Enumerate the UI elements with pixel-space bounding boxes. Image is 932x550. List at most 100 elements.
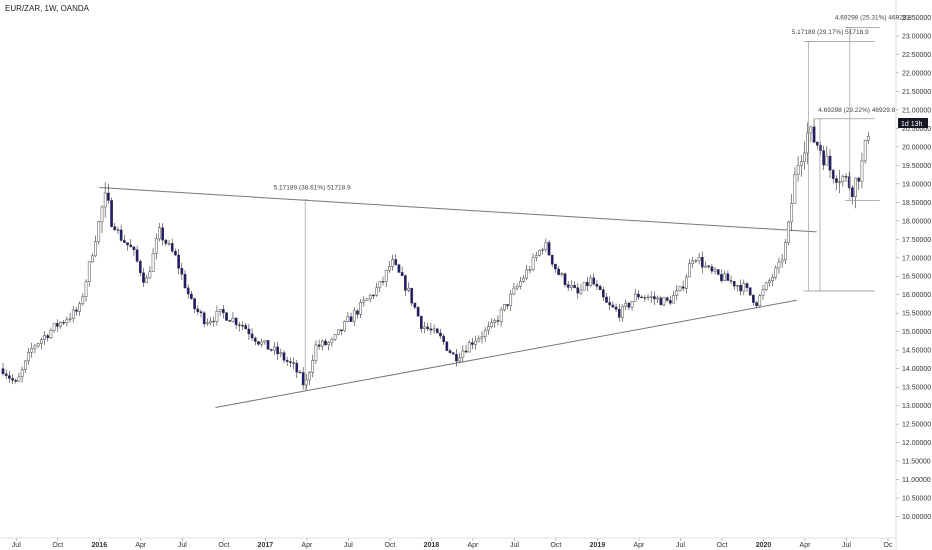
- candle-body: [346, 316, 350, 322]
- candle-body: [704, 265, 707, 268]
- candle-body: [557, 268, 560, 275]
- candle-body: [697, 257, 701, 261]
- candle-body: [531, 256, 535, 270]
- candle-body: [831, 170, 835, 179]
- candle-body: [442, 335, 445, 343]
- candle-body: [404, 275, 407, 291]
- candle-body: [576, 287, 580, 294]
- candle-body: [595, 283, 599, 287]
- candle-body: [391, 259, 394, 267]
- candle-body: [563, 273, 567, 285]
- candle-body: [231, 317, 235, 322]
- x-tick-label: Apr: [135, 542, 147, 549]
- candle-body: [633, 293, 637, 302]
- candle-body: [464, 350, 468, 353]
- candle-body: [388, 266, 391, 271]
- y-tick-label: 17.50000: [902, 237, 931, 244]
- measure-annotations: 5.17189 (38.61%) 51718.9 5.17189 (29.17%)…: [274, 14, 912, 391]
- x-tick-label: Oct: [384, 542, 395, 549]
- candle-body: [260, 341, 263, 345]
- candle-body: [764, 282, 768, 290]
- candle-body: [237, 324, 241, 326]
- candle-body: [359, 302, 362, 315]
- candle-body: [100, 206, 104, 222]
- candle-body: [327, 342, 331, 346]
- candle-body: [550, 254, 554, 265]
- x-tick-label: Apr: [467, 542, 479, 549]
- candle-body: [365, 298, 369, 301]
- candle-body: [305, 379, 308, 386]
- price-tag-background: [898, 118, 928, 128]
- y-tick-label: 17.00000: [902, 255, 931, 262]
- candle-body: [308, 372, 311, 381]
- candle-body: [145, 277, 149, 283]
- candle-body: [480, 336, 484, 339]
- candle-body: [429, 328, 433, 331]
- x-tick-label: 2017: [258, 542, 274, 549]
- candle-body: [292, 362, 295, 364]
- candle-body: [784, 242, 787, 261]
- candle-body: [659, 297, 663, 306]
- candle-body: [700, 257, 704, 268]
- candle-body: [206, 322, 209, 325]
- candle-body: [819, 145, 822, 151]
- candles: [1, 118, 870, 390]
- x-tick-label: 2019: [590, 542, 606, 549]
- measure-label: 4.69298 (25.31%) 46929.8: [835, 14, 912, 21]
- candle-body: [129, 244, 133, 248]
- candle-body: [675, 290, 679, 296]
- candle-body: [426, 326, 430, 330]
- candle-body: [49, 330, 53, 339]
- candle-body: [432, 328, 436, 331]
- candle-body: [250, 333, 254, 339]
- candle-body: [857, 177, 861, 182]
- candle-body: [317, 344, 321, 347]
- y-tick-label: 23.50000: [902, 15, 931, 22]
- candle-body: [851, 187, 854, 198]
- y-tick-label: 20.00000: [902, 144, 931, 151]
- candle-body: [81, 296, 85, 305]
- candle-body: [273, 346, 276, 351]
- chart-title: EUR/ZAR, 1W, OANDA: [5, 4, 90, 13]
- candle-body: [215, 311, 219, 322]
- candle-body: [624, 302, 627, 307]
- candle-body: [164, 239, 168, 244]
- candle-body: [860, 160, 864, 182]
- trendline-resistance: [99, 187, 817, 233]
- candle-body: [333, 334, 337, 340]
- x-tick-label: Oct: [550, 542, 561, 549]
- x-tick-label: Jul: [842, 542, 851, 549]
- candle-body: [538, 250, 541, 256]
- candle-body: [662, 297, 666, 306]
- candle-body: [33, 345, 37, 349]
- candle-body: [445, 341, 449, 351]
- candle-body: [193, 298, 196, 310]
- candle-body: [241, 325, 244, 327]
- candle-body: [681, 286, 685, 289]
- measure-label: 5.17189 (38.61%) 51718.9: [274, 184, 351, 191]
- candle-body: [186, 287, 190, 295]
- x-tick-label: 2018: [424, 542, 440, 549]
- candle-body: [458, 357, 461, 362]
- candle-body: [132, 246, 136, 250]
- candle-body: [630, 301, 634, 308]
- candle-body: [467, 342, 471, 353]
- candle-body: [589, 277, 592, 286]
- candle-body: [55, 323, 59, 327]
- candle-body: [320, 340, 324, 347]
- candle-body: [225, 312, 228, 321]
- candle-body: [91, 255, 94, 263]
- candle-body: [512, 287, 516, 295]
- candle-body: [541, 249, 544, 251]
- candle-body: [180, 267, 184, 275]
- candle-body: [151, 253, 155, 272]
- candle-body: [183, 273, 187, 289]
- candle-body: [11, 378, 14, 381]
- candle-body: [793, 174, 797, 204]
- candle-body: [161, 227, 164, 241]
- candle-body: [621, 306, 624, 318]
- candle-body: [94, 241, 97, 257]
- candle-body: [710, 266, 714, 272]
- candle-body: [257, 341, 260, 345]
